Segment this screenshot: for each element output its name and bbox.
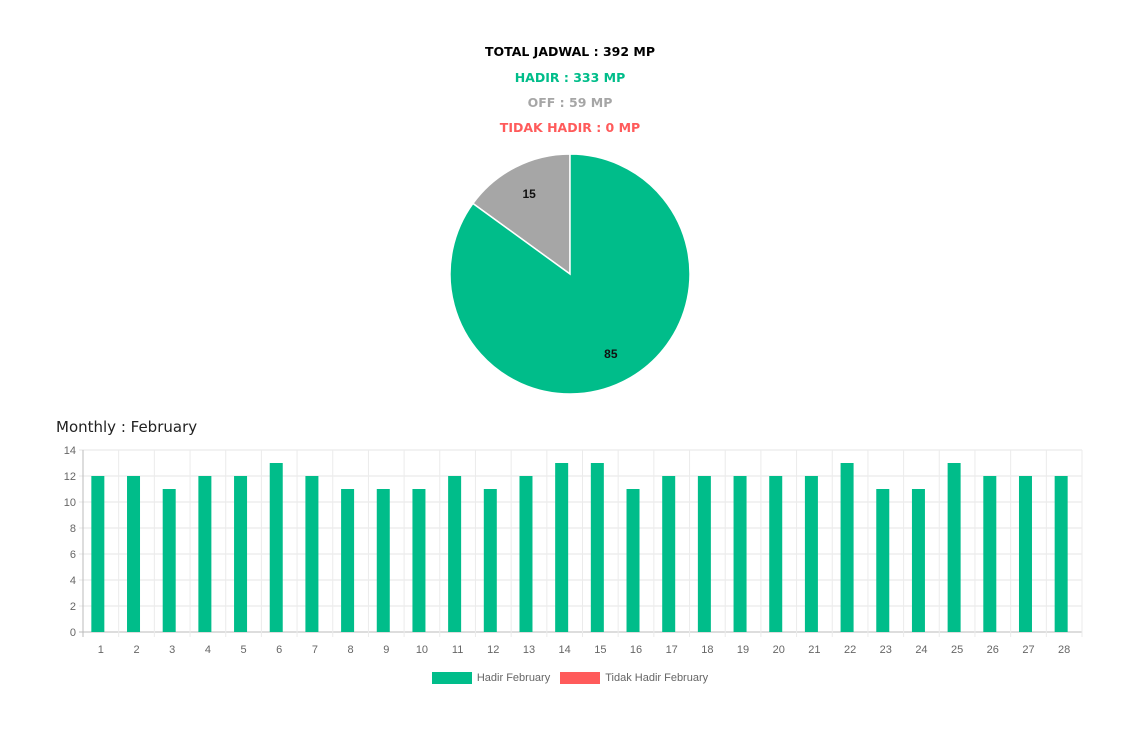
bar-hadir-day-15[interactable] bbox=[590, 463, 604, 632]
bar-hadir-day-14[interactable] bbox=[555, 463, 569, 632]
x-tick-label: 21 bbox=[808, 644, 820, 656]
x-tick-label: 20 bbox=[773, 644, 785, 656]
bar-hadir-day-25[interactable] bbox=[947, 463, 961, 632]
x-tick-label: 8 bbox=[348, 644, 354, 656]
x-tick-label: 28 bbox=[1058, 644, 1070, 656]
bar-hadir-day-26[interactable] bbox=[983, 476, 997, 632]
y-tick-label: 14 bbox=[64, 445, 76, 457]
legend-label-hadir: Hadir February bbox=[476, 672, 551, 684]
x-tick-label: 10 bbox=[416, 644, 428, 656]
bar-hadir-day-23[interactable] bbox=[876, 489, 890, 632]
bar-hadir-day-19[interactable] bbox=[733, 476, 747, 632]
x-tick-label: 9 bbox=[383, 644, 389, 656]
summary-hadir: HADIR : 333 MP bbox=[514, 70, 626, 85]
bar-hadir-day-8[interactable] bbox=[341, 489, 355, 632]
legend-swatch-hadir bbox=[431, 672, 472, 684]
bar-hadir-day-24[interactable] bbox=[911, 489, 925, 632]
bar-hadir-day-16[interactable] bbox=[626, 489, 640, 632]
bar-hadir-day-28[interactable] bbox=[1054, 476, 1068, 632]
x-tick-label: 5 bbox=[240, 644, 246, 656]
summary-tidak-hadir: TIDAK HADIR : 0 MP bbox=[499, 120, 641, 135]
summary-total: TOTAL JADWAL : 392 MP bbox=[484, 44, 655, 59]
bar-hadir-day-18[interactable] bbox=[697, 476, 711, 632]
pie-slice-off[interactable] bbox=[471, 153, 571, 276]
y-tick-label: 8 bbox=[70, 523, 76, 535]
bar-hadir-day-22[interactable] bbox=[840, 463, 854, 632]
x-tick-label: 12 bbox=[487, 644, 499, 656]
bar-hadir-day-20[interactable] bbox=[769, 476, 783, 632]
bar-hadir-day-12[interactable] bbox=[483, 489, 497, 632]
x-tick-label: 23 bbox=[880, 644, 892, 656]
bar-hadir-day-2[interactable] bbox=[127, 476, 141, 632]
bar-hadir-day-4[interactable] bbox=[198, 476, 212, 632]
bar-hadir-day-17[interactable] bbox=[662, 476, 676, 632]
x-tick-label: 26 bbox=[987, 644, 999, 656]
bar-hadir-day-6[interactable] bbox=[269, 463, 283, 632]
y-tick-label: 0 bbox=[70, 627, 76, 639]
y-tick-label: 4 bbox=[70, 575, 76, 587]
x-tick-label: 2 bbox=[133, 644, 139, 656]
x-tick-label: 3 bbox=[169, 644, 175, 656]
bar-hadir-day-7[interactable] bbox=[305, 476, 319, 632]
bar-hadir-day-21[interactable] bbox=[804, 476, 818, 632]
y-tick-label: 10 bbox=[64, 497, 76, 509]
x-tick-label: 18 bbox=[701, 644, 713, 656]
monthly-title: Monthly : February bbox=[56, 418, 198, 436]
x-tick-label: 24 bbox=[915, 644, 927, 656]
x-tick-label: 17 bbox=[666, 644, 678, 656]
legend-label-tidak-hadir: Tidak Hadir February bbox=[605, 672, 709, 684]
y-tick-label: 2 bbox=[70, 601, 76, 613]
y-tick-label: 6 bbox=[70, 549, 76, 561]
x-tick-label: 11 bbox=[452, 644, 463, 656]
x-tick-label: 1 bbox=[98, 644, 104, 656]
bar-hadir-day-10[interactable] bbox=[412, 489, 426, 632]
x-tick-label: 4 bbox=[205, 644, 211, 656]
y-tick-label: 12 bbox=[64, 471, 76, 483]
x-tick-label: 14 bbox=[559, 644, 571, 656]
pie-label-hadir: 85 bbox=[604, 347, 618, 361]
bar-hadir-day-9[interactable] bbox=[376, 489, 390, 632]
x-tick-label: 15 bbox=[594, 644, 606, 656]
x-tick-label: 25 bbox=[951, 644, 963, 656]
x-tick-label: 16 bbox=[630, 644, 642, 656]
bar-hadir-day-13[interactable] bbox=[519, 476, 533, 632]
summary-off: OFF : 59 MP bbox=[527, 95, 613, 110]
x-tick-label: 13 bbox=[523, 644, 535, 656]
pie-slice-hadir[interactable] bbox=[449, 153, 691, 395]
x-tick-label: 27 bbox=[1022, 644, 1034, 656]
pie-label-off: 15 bbox=[522, 187, 536, 201]
bar-hadir-day-11[interactable] bbox=[448, 476, 462, 632]
bar-hadir-day-1[interactable] bbox=[91, 476, 105, 632]
x-tick-label: 7 bbox=[312, 644, 318, 656]
bar-hadir-day-27[interactable] bbox=[1018, 476, 1032, 632]
x-tick-label: 6 bbox=[276, 644, 282, 656]
legend-item-hadir[interactable]: Hadir February bbox=[431, 672, 551, 684]
bar-legend: Hadir February Tidak Hadir February bbox=[0, 672, 1140, 684]
bar-hadir-day-3[interactable] bbox=[162, 489, 176, 632]
bar-hadir-day-5[interactable] bbox=[234, 476, 248, 632]
legend-swatch-tidak-hadir bbox=[560, 672, 601, 684]
legend-item-tidak-hadir[interactable]: Tidak Hadir February bbox=[560, 672, 708, 684]
x-tick-label: 22 bbox=[844, 644, 856, 656]
x-tick-label: 19 bbox=[737, 644, 749, 656]
